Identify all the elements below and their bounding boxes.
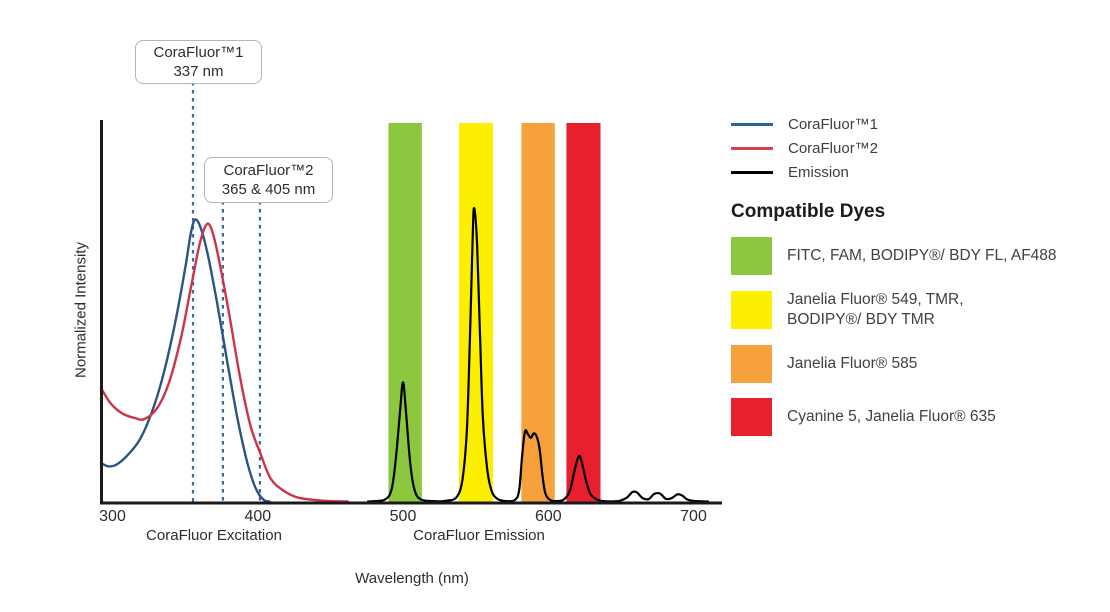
filter-band-1: [458, 123, 493, 502]
corafluor1-line-swatch: [731, 122, 773, 126]
emission-curve-2: [367, 207, 710, 503]
x-axis-title: Wavelength (nm): [355, 570, 469, 587]
annotation-box-2-value: 365 & 405 nm: [221, 181, 316, 198]
compatible-dyes-list: FITC, FAM, BODIPY®/ BDY FL, AF488 Janeli…: [731, 237, 1091, 436]
filter-bands: [388, 123, 601, 502]
annotation-box-1-title: CoraFluor™1: [153, 44, 244, 61]
y-axis-title: Normalized Intensity: [72, 242, 90, 378]
annotation-box-corafluor1: CoraFluor™1 337 nm: [135, 40, 262, 84]
x-tick-300: 300: [99, 508, 126, 525]
x-tick-700: 700: [680, 508, 707, 525]
annotation-box-2-title: CoraFluor™2: [223, 162, 314, 179]
x-tick-500: 500: [390, 508, 417, 525]
legend-item-label: CoraFluor™2: [788, 139, 879, 157]
yellow-dye-swatch: [731, 291, 772, 329]
excitation-curve-1: [99, 222, 349, 503]
green-dye-swatch: [731, 237, 772, 275]
legend-item-corafluor2: CoraFluor™2: [731, 136, 1091, 160]
orange-dye-swatch: [731, 345, 772, 383]
corafluor2-line-swatch: [731, 146, 773, 150]
annotation-box-1-value: 337 nm: [173, 63, 224, 80]
spectra-chart: 300 400 500 600 700: [99, 82, 722, 525]
filter-band-3: [566, 123, 601, 502]
spectra-curves: [99, 207, 710, 503]
legend-item-label: CoraFluor™1: [788, 115, 879, 133]
x-axis-sublabel-emission: CoraFluor Emission: [413, 527, 545, 544]
x-tick-labels: 300 400 500 600 700: [99, 508, 707, 525]
x-tick-600: 600: [535, 508, 562, 525]
excitation-curve-0: [99, 218, 271, 503]
dye-row-label: Janelia Fluor® 549, TMR, BODIPY®/ BDY TM…: [787, 291, 964, 328]
dye-row-label: Janelia Fluor® 585: [787, 355, 918, 372]
dye-row-red: Cyanine 5, Janelia Fluor® 635: [731, 398, 1091, 436]
dye-row-yellow: Janelia Fluor® 549, TMR, BODIPY®/ BDY TM…: [731, 290, 1091, 330]
emission-line-swatch: [731, 170, 773, 174]
legend-panel: CoraFluor™1 CoraFluor™2 Emission Compati…: [731, 112, 1091, 436]
compatible-dyes-heading: Compatible Dyes: [731, 201, 886, 222]
dashed-lines: [191, 82, 261, 502]
legend-item-label: Emission: [788, 163, 849, 181]
x-axis-sublabel-excitation: CoraFluor Excitation: [146, 527, 282, 544]
annotation-box-corafluor2: CoraFluor™2 365 & 405 nm: [204, 157, 333, 203]
dye-row-orange: Janelia Fluor® 585: [731, 345, 1091, 383]
red-dye-swatch: [731, 398, 772, 436]
dye-row-green: FITC, FAM, BODIPY®/ BDY FL, AF488: [731, 237, 1091, 275]
x-tick-400: 400: [244, 508, 271, 525]
legend-item-corafluor1: CoraFluor™1: [731, 112, 1091, 136]
axes: [100, 120, 722, 505]
dye-row-label: Cyanine 5, Janelia Fluor® 635: [787, 408, 996, 425]
filter-band-0: [388, 123, 422, 502]
legend-item-emission: Emission: [731, 160, 1091, 184]
dye-row-label: FITC, FAM, BODIPY®/ BDY FL, AF488: [787, 247, 1057, 264]
